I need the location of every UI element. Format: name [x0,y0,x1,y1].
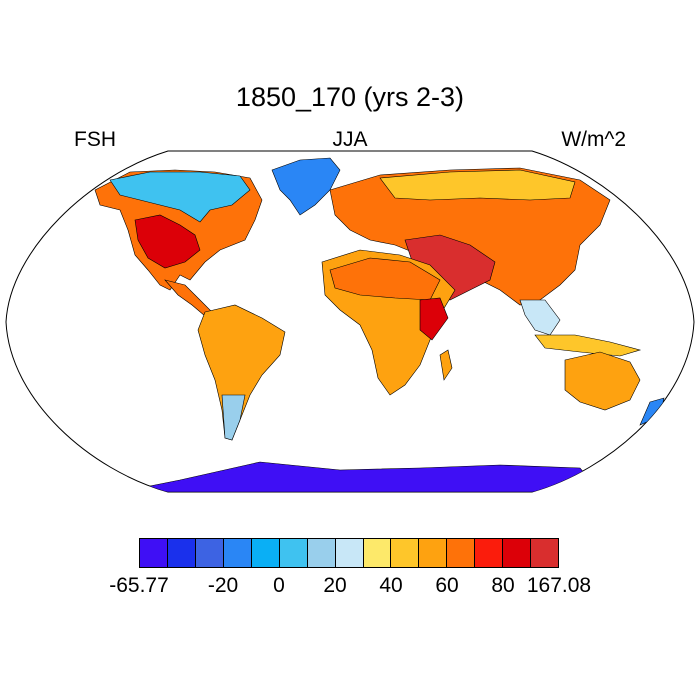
colorbar-swatch [167,539,196,567]
colorbar-swatch [447,539,476,567]
colorbar-swatch [251,539,280,567]
colorbar-swatch [195,539,224,567]
colorbar-swatch [335,539,364,567]
units-label: W/m^2 [561,128,626,151]
colorbar-swatch [531,539,559,567]
colorbar [139,538,559,568]
colorbar-tick-label: 80 [491,574,515,597]
australia [564,351,641,411]
east-africa-hotspot [419,297,449,341]
antarctica [129,461,591,492]
season-label: JJA [332,128,368,151]
colorbar-tick-label: 60 [435,574,459,597]
south-america-south [221,394,246,441]
colorbar-swatch [279,539,308,567]
canada-arctic [109,171,251,223]
madagascar [439,349,453,381]
colorbar-swatch [223,539,252,567]
colorbar-tick-label: -20 [207,574,239,597]
colorbar-tick-label: 167.08 [526,574,592,597]
us-hotspot [134,214,201,269]
map-title: 1850_170 (yrs 2-3) [235,82,465,112]
colorbar-swatch [503,539,532,567]
indonesia [534,334,642,357]
colorbar-tick-label: 20 [323,574,347,597]
colorbar-swatch [363,539,392,567]
siberia [379,169,576,201]
colorbar-swatch [419,539,448,567]
colorbar-swatch [140,539,168,567]
colorbar-tick-label: 40 [379,574,403,597]
variable-label: FSH [74,128,116,151]
colorbar-tick-label: 0 [273,574,285,597]
colorbar-swatch [307,539,336,567]
colorbar-tick-label: -65.77 [109,574,169,597]
colorbar-swatch [391,539,420,567]
colorbar-swatch [475,539,504,567]
greenland [271,157,341,216]
